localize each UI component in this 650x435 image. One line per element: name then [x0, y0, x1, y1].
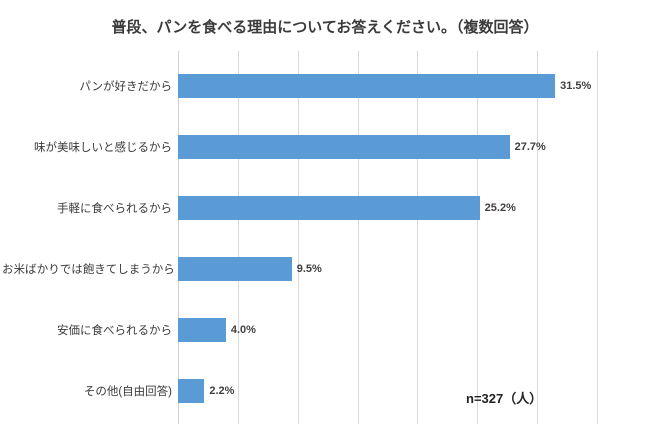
gridline [597, 51, 598, 424]
sample-size-annotation: n=327（人） [466, 391, 543, 406]
gridline [477, 51, 478, 424]
category-axis-labels: パンが好きだから味が美味しいと感じるから手軽に食べられるからお米ばかりでは飽きて… [0, 0, 175, 435]
bar-value-label: 4.0% [230, 324, 256, 336]
bar-value-label: 27.7% [514, 141, 546, 153]
bar [178, 135, 510, 159]
category-label: 手軽に食べられるから [57, 203, 172, 215]
gridline [417, 51, 418, 424]
chart-title: 普段、パンを食べる理由についてお答えください。（複数回答） [111, 19, 539, 36]
bar-value-label: 25.2% [484, 202, 516, 214]
bar [178, 379, 205, 403]
gridline [358, 51, 359, 424]
gridline [537, 51, 538, 424]
category-label: パンが好きだから [79, 81, 172, 93]
value-axis-line [178, 51, 179, 424]
category-label: 安価に食べられるから [57, 325, 172, 337]
bar-row: 4.0% [178, 318, 597, 342]
gridline [298, 51, 299, 424]
bar-row: 27.7% [178, 135, 597, 159]
category-label: お米ばかりでは飽きてしまうから [2, 264, 175, 276]
gridline [238, 51, 239, 424]
bar-row: 25.2% [178, 196, 597, 220]
plot-area: 31.5% 27.7% 25.2% 9.5% 4.0% 2.2% [178, 51, 598, 424]
bar-row: 2.2% [178, 379, 597, 403]
bar-value-label: 2.2% [209, 385, 235, 397]
category-label: 味が美味しいと感じるから [34, 142, 172, 154]
category-label: その他(自由回答) [83, 386, 172, 398]
bar-value-label: 9.5% [296, 263, 322, 275]
bar [178, 196, 480, 220]
bar [178, 318, 226, 342]
bar-value-label: 31.5% [560, 80, 592, 92]
bar [178, 257, 292, 281]
bar-row: 9.5% [178, 257, 597, 281]
bar [178, 74, 556, 98]
bar-row: 31.5% [178, 74, 597, 98]
